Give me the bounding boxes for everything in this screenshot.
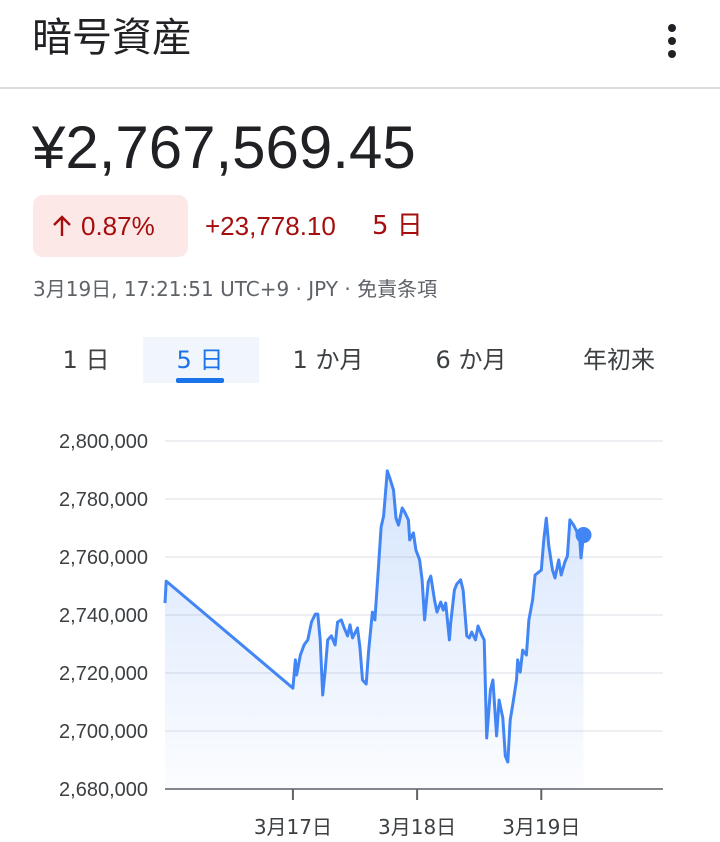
y-tick-label: 2,700,000 (59, 721, 148, 743)
y-tick-label: 2,760,000 (59, 547, 148, 569)
tab[interactable]: 1 日 (63, 346, 110, 374)
tab[interactable]: 6 か月 (436, 346, 507, 374)
divider (0, 87, 720, 89)
timestamp: 3月19日, 17:21:51 UTC+9 · JPY · 免責条項 (33, 277, 438, 301)
change-amount: +23,778.10 (205, 211, 336, 241)
y-tick-label: 2,800,000 (59, 431, 148, 453)
tab[interactable]: 年初来 (583, 346, 655, 374)
x-tick-label: 3月17日 (254, 815, 332, 839)
x-tick-label: 3月19日 (502, 815, 580, 839)
tab-selected-bg (143, 337, 259, 383)
up-arrow (53, 215, 71, 236)
tab[interactable]: 1 か月 (293, 346, 364, 374)
x-tick-label: 3月18日 (378, 815, 456, 839)
change-pill: 0.87% (33, 195, 188, 257)
y-tick-label: 2,740,000 (59, 605, 148, 627)
more-menu[interactable] (660, 20, 684, 64)
change-period: 5 日 (372, 211, 423, 241)
page-title: 暗号資産 (32, 15, 192, 61)
price-line (163, 469, 585, 764)
y-tick-label: 2,720,000 (59, 663, 148, 685)
area-fill (165, 470, 584, 789)
y-tick-label: 2,780,000 (59, 489, 148, 511)
tab[interactable]: 5 日 (177, 346, 224, 374)
chart: 1 日 5 日 1 か月 6 か月 年初来 2,680,000 2,700,000 2,720… (59, 337, 663, 839)
price: ¥2,767,569.45 (32, 114, 416, 181)
current-point (575, 527, 592, 544)
tab-indicator (176, 378, 224, 383)
y-tick-label: 2,680,000 (59, 779, 148, 801)
change-percent: 0.87% (81, 211, 155, 241)
